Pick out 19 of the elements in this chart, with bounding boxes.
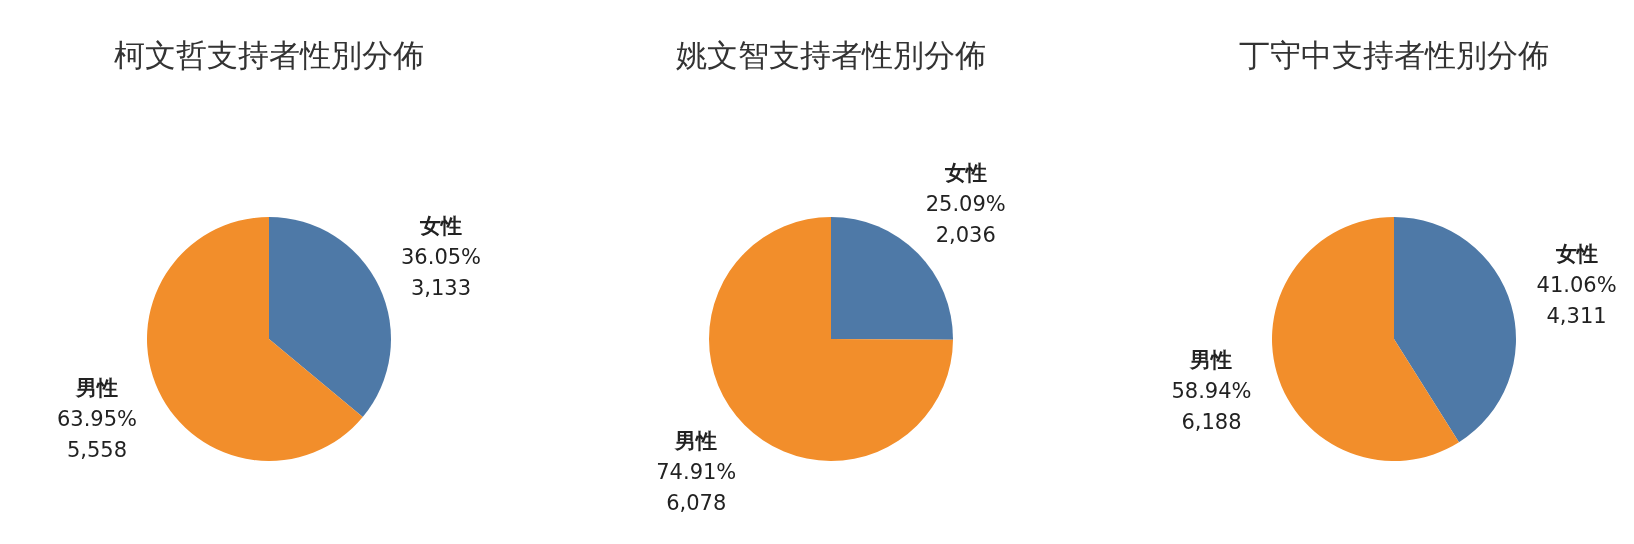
data-label: 74.91% 6,078 xyxy=(656,459,737,515)
slice-label: 女性 xyxy=(419,214,463,239)
pie-slice xyxy=(1272,217,1459,461)
data-label: 36.05% 3,133 xyxy=(401,245,482,301)
slice-label: 女性 xyxy=(1554,242,1598,267)
chart-title: 姚文智支持者性別分佈 xyxy=(676,37,986,73)
chart-title: 柯文哲支持者性別分佈 xyxy=(114,37,424,73)
slice-label: 男性 xyxy=(674,428,718,453)
slice-label: 女性 xyxy=(943,161,987,186)
data-label: 63.95% 5,558 xyxy=(56,406,137,462)
data-label: 25.09% 2,036 xyxy=(925,192,1006,248)
slice-label: 男性 xyxy=(1189,347,1233,372)
pie-slice xyxy=(269,217,391,418)
chart-title: 丁守中支持者性別分佈 xyxy=(1239,37,1549,73)
data-label: 41.06% 4,311 xyxy=(1536,273,1617,329)
slice-label: 男性 xyxy=(74,375,118,400)
pie-slice xyxy=(147,217,363,461)
pie-slice xyxy=(1394,217,1516,443)
data-label: 58.94% 6,188 xyxy=(1171,378,1252,434)
